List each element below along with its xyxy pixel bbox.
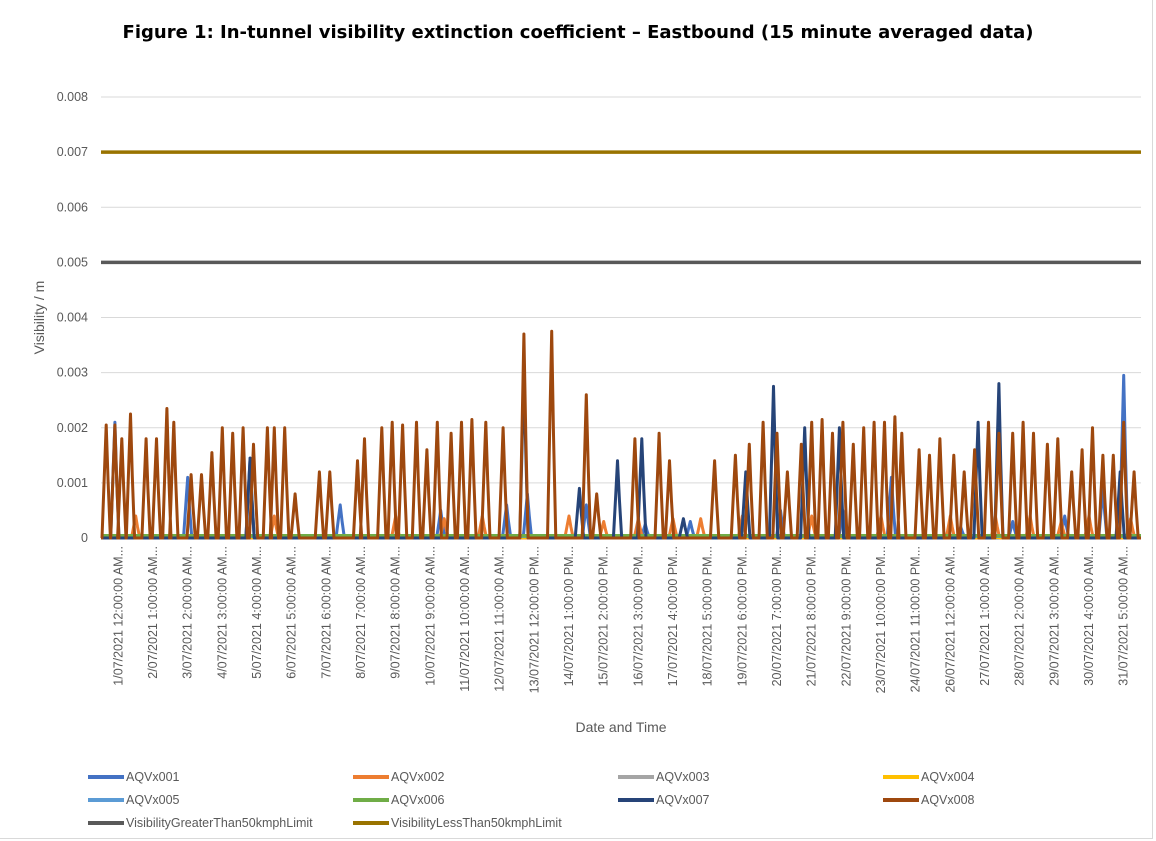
legend-item: AQVx006	[353, 793, 618, 807]
x-tick-label: 29/07/2021 3:00:00 AM...	[1047, 546, 1061, 686]
legend-swatch	[88, 820, 124, 825]
x-tick-label: 22/07/2021 9:00:00 PM...	[839, 546, 853, 686]
x-tick-label: 4/07/2021 3:00:00 AM...	[215, 546, 229, 679]
legend-row: VisibilityGreaterThan50kmphLimit Visibili…	[88, 811, 1148, 834]
x-tick-label: 20/07/2021 7:00:00 PM...	[770, 546, 784, 686]
legend-label: AQVx004	[921, 769, 975, 784]
x-tick-label: 23/07/2021 10:00:00 PM...	[874, 546, 888, 693]
x-tick-label: 16/07/2021 3:00:00 PM...	[631, 546, 645, 686]
x-tick-label: 11/07/2021 10:00:00 AM...	[458, 546, 472, 692]
x-tick-label: 2/07/2021 1:00:00 AM...	[146, 546, 160, 679]
line-chart: 0 0.001 0.002 0.003 0.004 0.005 0.006 0.007 0.00…	[31, 90, 1141, 735]
legend-label: AQVx002	[391, 769, 445, 784]
legend-label: AQVx006	[391, 792, 445, 807]
x-tick-label: 28/07/2021 2:00:00 AM...	[1013, 546, 1027, 686]
legend-row: AQVx005 AQVx006 AQVx007 AQVx008	[88, 788, 1148, 811]
legend-label: AQVx005	[126, 792, 180, 807]
x-tick-label: 10/07/2021 9:00:00 AM...	[423, 546, 437, 686]
legend-swatch	[618, 797, 654, 802]
x-tick-label: 15/07/2021 2:00:00 PM...	[597, 546, 611, 686]
legend-label: AQVx003	[656, 769, 710, 784]
series-line	[100, 329, 1141, 540]
legend-label: AQVx001	[126, 769, 180, 784]
x-tick-label: 19/07/2021 6:00:00 PM...	[735, 546, 749, 686]
x-tick-label: 1/07/2021 12:00:00 AM...	[111, 546, 125, 686]
legend-swatch	[883, 774, 919, 779]
legend-item: VisibilityGreaterThan50kmphLimit	[88, 816, 353, 830]
legend-label: AQVx008	[921, 792, 975, 807]
chart-legend: AQVx001 AQVx002 AQVx003 AQVx004 AQVx005 AQVx0…	[88, 765, 1148, 834]
legend-item: AQVx007	[618, 793, 883, 807]
chart-title: Figure 1: In-tunnel visibility extinctio…	[122, 22, 1034, 43]
legend-label: VisibilityLessThan50kmphLimit	[391, 815, 562, 830]
legend-item: AQVx005	[88, 793, 353, 807]
x-tick-label: 13/07/2021 12:00:00 PM...	[527, 546, 541, 693]
x-tick-label: 31/07/2021 5:00:00 AM...	[1117, 546, 1131, 686]
y-tick-label: 0.006	[57, 200, 88, 214]
legend-swatch	[353, 774, 389, 779]
legend-label: VisibilityGreaterThan50kmphLimit	[126, 815, 313, 830]
legend-item: AQVx003	[618, 770, 883, 784]
legend-swatch	[883, 797, 919, 802]
legend-swatch	[88, 797, 124, 802]
y-tick-label: 0	[81, 531, 88, 545]
x-tick-label: 21/07/2021 8:00:00 PM...	[805, 546, 819, 686]
x-tick-label: 8/07/2021 7:00:00 AM...	[354, 546, 368, 679]
y-tick-label: 0.001	[57, 476, 88, 490]
y-tick-label: 0.008	[57, 90, 88, 104]
legend-item: AQVx002	[353, 770, 618, 784]
legend-item: AQVx008	[883, 793, 1148, 807]
legend-swatch	[353, 797, 389, 802]
legend-item: AQVx001	[88, 770, 353, 784]
x-tick-label: 30/07/2021 4:00:00 AM...	[1082, 546, 1096, 686]
y-tick-label: 0.005	[57, 255, 88, 269]
x-tick-label: 26/07/2021 12:00:00 AM...	[943, 546, 957, 693]
x-tick-label: 12/07/2021 11:00:00 AM...	[493, 546, 507, 692]
legend-swatch	[353, 820, 389, 825]
y-tick-label: 0.004	[57, 311, 88, 325]
legend-item: AQVx004	[883, 770, 1148, 784]
x-tick-label: 7/07/2021 6:00:00 AM...	[319, 546, 333, 679]
x-tick-label: 17/07/2021 4:00:00 PM...	[666, 546, 680, 686]
y-tick-label: 0.003	[57, 366, 88, 380]
x-tick-label: 5/07/2021 4:00:00 AM...	[250, 546, 264, 679]
legend-row: AQVx001 AQVx002 AQVx003 AQVx004	[88, 765, 1148, 788]
legend-swatch	[618, 774, 654, 779]
x-tick-label: 27/07/2021 1:00:00 AM...	[978, 546, 992, 686]
legend-swatch	[88, 774, 124, 779]
y-tick-label: 0.002	[57, 421, 88, 435]
x-tick-label: 14/07/2021 1:00:00 PM...	[562, 546, 576, 686]
y-axis-title: Visibility / m	[31, 281, 47, 355]
x-tick-label: 3/07/2021 2:00:00 AM...	[181, 546, 195, 679]
x-tick-label: 6/07/2021 5:00:00 AM...	[285, 546, 299, 679]
x-tick-label: 18/07/2021 5:00:00 PM...	[701, 546, 715, 686]
x-axis-title: Date and Time	[575, 719, 666, 735]
legend-item: VisibilityLessThan50kmphLimit	[353, 816, 618, 830]
x-tick-label: 24/07/2021 11:00:00 PM...	[909, 546, 923, 692]
x-tick-label: 9/07/2021 8:00:00 AM...	[389, 546, 403, 679]
y-tick-label: 0.007	[57, 145, 88, 159]
legend-label: AQVx007	[656, 792, 710, 807]
